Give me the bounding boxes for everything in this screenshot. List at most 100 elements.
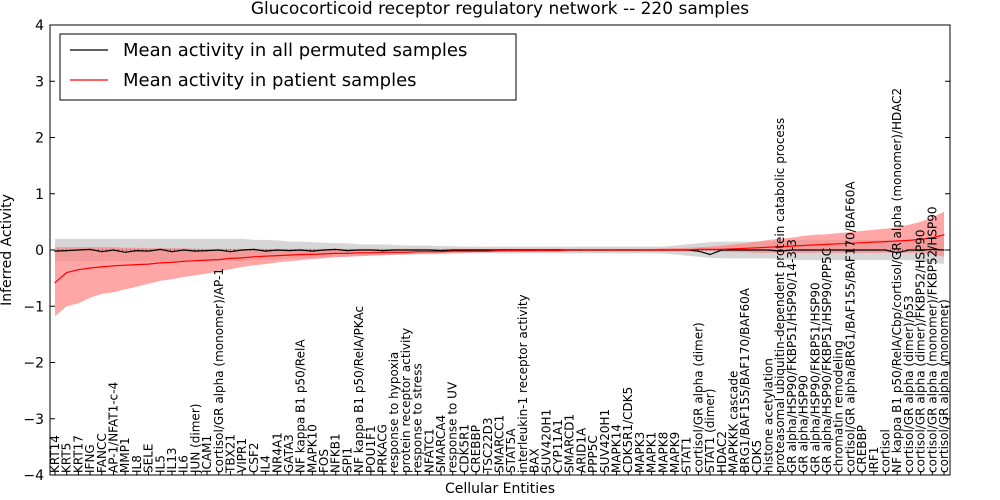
point-permuted (288, 250, 290, 252)
point-permuted (487, 249, 489, 251)
x-tick-label: BAX (528, 448, 542, 473)
point-permuted (101, 251, 103, 253)
point-patient (510, 250, 512, 252)
point-permuted (54, 250, 56, 252)
point-patient (171, 261, 173, 263)
point-patient (112, 265, 115, 267)
point-patient (920, 238, 922, 240)
point-patient (89, 267, 91, 269)
y-ticks: −4 −3 −2 −1 0 1 2 3 4 (23, 18, 950, 484)
point-permuted (779, 250, 781, 252)
point-patient (323, 253, 325, 255)
x-tick-label: NF kappa B1 p50/RelA/Cbp/cortisol/GR alp… (890, 88, 904, 473)
x-tick-label: FOS (317, 449, 331, 473)
point-patient (136, 264, 138, 266)
point-patient (756, 247, 758, 249)
point-permuted (849, 249, 852, 251)
point-patient (124, 264, 126, 266)
point-permuted (159, 248, 161, 250)
x-tick-label: histone acetylation (762, 358, 776, 473)
x-tick-label: TSC22D3 (481, 418, 495, 474)
x-tick-label: CDK5R1/CDK5 (621, 387, 635, 473)
point-permuted (253, 248, 255, 250)
point-patient (417, 251, 419, 253)
x-tick-label: VIPR1 (235, 438, 249, 473)
x-tick-label: TBX21 (224, 434, 238, 474)
point-patient (159, 262, 161, 264)
point-permuted (218, 249, 220, 251)
band-patient (55, 211, 944, 317)
point-permuted (943, 249, 945, 251)
x-tick-label: MAPK1 (645, 432, 659, 473)
y-axis-label: Inferred Activity (0, 194, 15, 306)
point-patient (393, 251, 395, 253)
x-tick-label: PPP5C (586, 435, 600, 473)
legend-label-permuted: Mean activity in all permuted samples (123, 40, 467, 61)
point-patient (674, 249, 676, 251)
point-permuted (463, 249, 465, 251)
x-axis-label: Cellular Entities (445, 481, 555, 497)
point-patient (288, 254, 290, 256)
point-permuted (732, 249, 735, 251)
y-tick-label: 1 (35, 187, 44, 203)
x-tick-label: NFKB1 (329, 433, 343, 473)
point-patient (931, 237, 933, 239)
x-tick-label: GR alpha/HSP90/FKBP51/HSP90/14-3-3 (785, 239, 799, 473)
point-permuted (440, 250, 442, 252)
point-patient (381, 251, 384, 253)
point-patient (803, 244, 805, 247)
x-tick-label: SUV420H1 (539, 409, 553, 473)
x-tick-label: MAPKKK cascade (726, 371, 740, 473)
point-patient (838, 243, 840, 245)
point-patient (721, 248, 723, 250)
point-permuted (124, 251, 126, 253)
point-patient (148, 263, 150, 265)
point-patient (241, 257, 243, 259)
point-patient (498, 250, 501, 252)
chart-title: Glucocorticoid receptor regulatory netwo… (251, 0, 749, 19)
x-tick-label: cortisol/GR alpha (monomer) (937, 299, 951, 473)
point-permuted (791, 249, 793, 251)
point-permuted (148, 250, 150, 252)
x-tick-label: CDK5R1 (457, 424, 471, 473)
x-tick-label: STAT1 (680, 437, 694, 473)
x-tick-label: IL6 (177, 455, 191, 473)
legend: Mean activity in all permuted samples Me… (59, 33, 517, 101)
point-permuted (323, 249, 325, 251)
x-tick-label: response to UV (446, 381, 460, 473)
point-permuted (908, 249, 910, 251)
point-permuted (814, 249, 816, 251)
point-patient (229, 257, 232, 259)
x-tick-label: IL8 (130, 455, 144, 473)
point-patient (370, 252, 372, 254)
x-tick-label: CREBBP (855, 425, 869, 473)
point-permuted (452, 249, 454, 251)
point-patient (662, 249, 664, 251)
point-patient (943, 234, 945, 236)
point-permuted (861, 249, 863, 251)
x-tick-label: STAT5A (504, 428, 518, 473)
point-patient (814, 244, 816, 246)
point-patient (732, 248, 735, 250)
point-patient (487, 250, 489, 252)
x-tick-label: ICAM1 (200, 435, 214, 473)
x-tick-label: GATA3 (282, 434, 296, 473)
point-permuted (873, 249, 875, 251)
point-permuted (206, 250, 208, 252)
point-permuted (66, 250, 68, 252)
point-patient (744, 247, 746, 249)
point-patient (639, 249, 641, 251)
x-tick-label: BRG1/BAF155/BAF170/BAF60A (738, 287, 752, 473)
x-tick-label: MAPK3 (633, 432, 647, 473)
y-tick-label: −2 (23, 356, 44, 372)
point-permuted (405, 249, 407, 251)
plot-frame (49, 24, 951, 476)
x-tick-label: KRT14 (48, 435, 62, 473)
x-tick-label: cortisol/GR alpha (dimer)/FKBP52/HSP90 (914, 230, 928, 473)
point-patient (101, 266, 103, 268)
x-tick-label: CDK5 (750, 440, 764, 473)
point-patient (311, 253, 313, 256)
point-patient (604, 249, 606, 251)
x-tick-label: JUN (dimer) (188, 404, 202, 474)
